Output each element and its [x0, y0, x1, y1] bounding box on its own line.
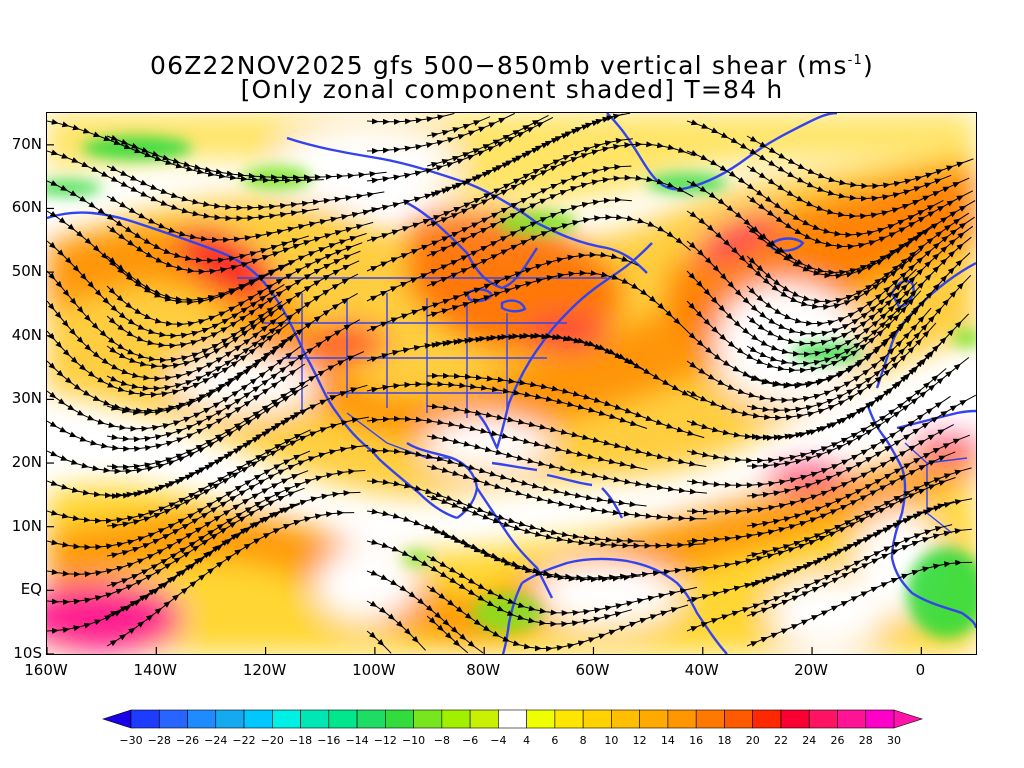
- streamline: [366, 332, 645, 370]
- lat-label: 20N: [11, 453, 42, 472]
- streamline: [366, 251, 639, 332]
- streamline: [426, 585, 689, 652]
- colorbar-box: [187, 709, 217, 729]
- colorbar-label: −20: [261, 734, 284, 747]
- colorbar-box: [667, 709, 697, 729]
- shear-map: [46, 112, 977, 655]
- colorbar-label: 10: [604, 734, 618, 747]
- lat-label: 60N: [11, 198, 42, 217]
- colorbar-label: 30: [887, 734, 901, 747]
- colorbar-label: 18: [717, 734, 731, 747]
- colorbar-labels: −30 −28 −26 −24 −22 −20 −18 −16 −14 −12 −10 −8 −6 −4 4…: [119, 734, 901, 747]
- lon-label: 0: [915, 661, 926, 679]
- lon-label: 60W: [575, 661, 610, 679]
- lon-label: 100W: [352, 661, 396, 679]
- colorbar-box: [130, 709, 160, 729]
- colorbar-box: [837, 709, 867, 729]
- lat-label: EQ: [20, 580, 42, 599]
- colorbar-label: −6: [462, 734, 478, 747]
- colorbar-label: 6: [551, 734, 558, 747]
- colorbar-box: [441, 709, 471, 729]
- colorbar-box: [158, 709, 188, 729]
- lon-label: 120W: [242, 661, 287, 679]
- colorbar-high-triangle: [893, 709, 923, 729]
- lon-label: 40W: [684, 661, 719, 679]
- colorbar-box: [498, 709, 527, 729]
- colorbar-label: 4: [523, 734, 530, 747]
- colorbar-box: [215, 709, 245, 729]
- colorbar-label: 16: [689, 734, 703, 747]
- colorbar-label: −14: [345, 734, 368, 747]
- map-title-line2: [Only zonal component shaded] T=84 h: [240, 75, 784, 104]
- lon-label: 20W: [794, 661, 828, 679]
- lat-label: 50N: [11, 262, 42, 281]
- colorbar-label: 20: [746, 734, 760, 747]
- lat-label: 30N: [11, 389, 42, 408]
- colorbar-box: [271, 709, 301, 729]
- lon-label: 160W: [24, 661, 68, 679]
- colorbar-low-triangle: [102, 709, 132, 729]
- colorbar-label: −4: [490, 734, 506, 747]
- lat-label: 10S: [13, 644, 42, 662]
- colorbar-label: 8: [580, 734, 587, 747]
- colorbar-label: 24: [802, 734, 816, 747]
- streamline: [746, 559, 973, 647]
- lon-label: 80W: [466, 661, 501, 679]
- streamline: [366, 630, 392, 654]
- colorbar-label: −30: [119, 734, 142, 747]
- colorbar-box: [695, 709, 725, 729]
- colorbar-box: [808, 709, 838, 729]
- map-ticks: [47, 144, 922, 654]
- colorbar-label: 12: [633, 734, 647, 747]
- colorbar-box: [611, 709, 640, 729]
- colorbar-label: 14: [661, 734, 675, 747]
- colorbar-label: −26: [176, 734, 199, 747]
- colorbar-box: [724, 709, 754, 729]
- colorbar-box: [385, 709, 414, 729]
- colorbar-label: −8: [434, 734, 450, 747]
- colorbar-box: [780, 709, 810, 729]
- streamline: [426, 615, 469, 654]
- colorbar-label: 22: [774, 734, 788, 747]
- lat-label: 40N: [11, 325, 42, 344]
- colorbar-box: [300, 709, 330, 729]
- colorbar-label: −28: [148, 734, 171, 747]
- colorbar-box: [865, 709, 895, 729]
- colorbar-box: [328, 709, 358, 729]
- colorbar-boxes: [102, 709, 923, 729]
- colorbar-box: [639, 709, 669, 729]
- colorbar-box: [356, 709, 386, 729]
- colorbar-box: [469, 709, 499, 729]
- lon-label: 140W: [133, 661, 178, 679]
- colorbar-box: [752, 709, 782, 729]
- streamline: [106, 509, 355, 647]
- lat-label: 10N: [11, 516, 42, 535]
- colorbar-label: 28: [859, 734, 873, 747]
- colorbar-label: −18: [289, 734, 312, 747]
- colorbar-label: −10: [402, 734, 425, 747]
- colorbar-box: [582, 709, 612, 729]
- colorbar-label: −12: [374, 734, 397, 747]
- colorbar-box: [526, 709, 556, 729]
- map-title-line1: 06Z22NOV2025 gfs 500−850mb vertical shea…: [150, 51, 874, 80]
- colorbar-label: 26: [830, 734, 844, 747]
- shear-streamlines: [47, 113, 976, 654]
- colorbar-label: −16: [317, 734, 340, 747]
- colorbar-box: [413, 709, 443, 729]
- colorbar-label: −22: [232, 734, 255, 747]
- colorbar-label: −24: [204, 734, 227, 747]
- colorbar-box: [243, 709, 273, 729]
- lat-label: 70N: [11, 134, 42, 153]
- streamline: [366, 600, 426, 651]
- colorbar-box: [554, 709, 584, 729]
